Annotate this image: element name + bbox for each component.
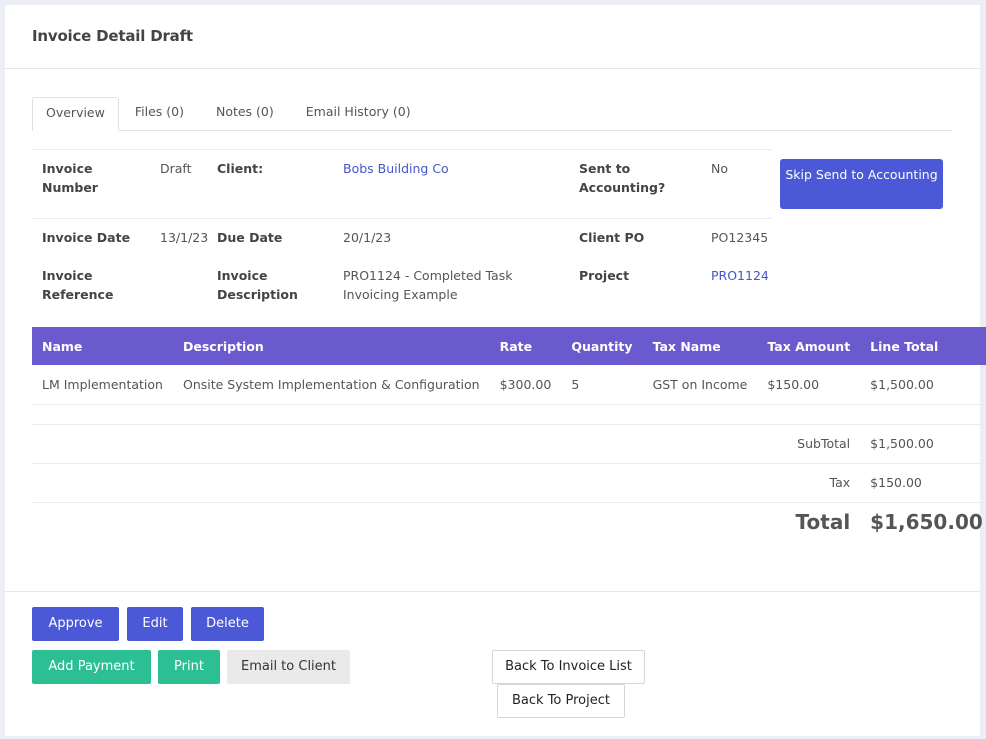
invoice-number-label: Invoice Number (42, 161, 98, 195)
invoice-card: Invoice Detail Draft Overview Files (0) … (5, 5, 986, 736)
project-link[interactable]: PRO1124 (711, 268, 769, 283)
invoice-date-label: Invoice Date (42, 230, 131, 245)
line-description: Onsite System Implementation & Configura… (172, 365, 490, 405)
edit-button[interactable]: Edit (127, 607, 183, 641)
invoice-description-value: PRO1124 - Completed Task Invoicing Examp… (343, 268, 513, 302)
table-header-row: Name Description Rate Quantity Tax Name … (32, 327, 986, 365)
info-row: Invoice Number Draft Client: Bobs Buildi… (32, 149, 772, 218)
project-label: Project (579, 268, 630, 283)
info-row: Invoice Reference Invoice Description PR… (32, 257, 772, 317)
total-row: Total $1,650.00 (32, 502, 986, 542)
invoice-info-grid: Invoice Number Draft Client: Bobs Buildi… (32, 149, 772, 317)
line-tax-amount: $150.00 (757, 365, 861, 405)
column-header-line-total: Line Total (860, 327, 986, 365)
sent-to-accounting-value: No (711, 161, 728, 176)
subtotal-label: SubTotal (757, 424, 861, 464)
sent-to-accounting-label: Sent to Accounting? (579, 161, 666, 195)
table-row: LM Implementation Onsite System Implemen… (32, 365, 986, 405)
invoice-lines-table: Name Description Rate Quantity Tax Name … (32, 327, 986, 542)
card-header: Invoice Detail Draft (5, 5, 980, 69)
client-label: Client: (217, 161, 264, 176)
column-header-rate: Rate (489, 327, 562, 365)
action-footer: Approve Edit Delete Add Payment Print Em… (5, 591, 980, 736)
skip-send-to-accounting-button[interactable]: Skip Send to Accounting (780, 159, 943, 209)
print-button[interactable]: Print (158, 650, 220, 684)
due-date-value: 20/1/23 (343, 230, 392, 245)
page-title: Invoice Detail Draft (32, 27, 193, 45)
email-to-client-button[interactable]: Email to Client (227, 650, 350, 684)
back-to-invoice-list-button[interactable]: Back To Invoice List (492, 650, 645, 684)
tax-label: Tax (757, 463, 861, 503)
line-name: LM Implementation (32, 365, 173, 405)
line-rate: $300.00 (489, 365, 562, 405)
due-date-label: Due Date (217, 230, 283, 245)
spacer-row (32, 404, 986, 425)
invoice-description-label: Invoice Description (217, 268, 298, 302)
tax-row: Tax $150.00 (32, 463, 986, 503)
total-value: $1,650.00 (870, 510, 983, 535)
column-header-name: Name (32, 327, 173, 365)
tab-bar: Overview Files (0) Notes (0) Email Histo… (32, 97, 952, 131)
subtotal-row: SubTotal $1,500.00 (32, 424, 986, 464)
total-label: Total (795, 510, 851, 535)
invoice-date-value: 13/1/23 (160, 230, 209, 245)
tab-notes[interactable]: Notes (0) (215, 104, 274, 119)
column-header-tax-name: Tax Name (642, 327, 758, 365)
line-total: $1,500.00 (860, 365, 986, 405)
column-header-quantity: Quantity (561, 327, 643, 365)
line-quantity: 5 (561, 365, 643, 405)
tab-overview[interactable]: Overview (32, 97, 119, 131)
tab-files[interactable]: Files (0) (134, 104, 184, 119)
client-po-label: Client PO (579, 230, 645, 245)
invoice-reference-value (150, 257, 207, 317)
delete-button[interactable]: Delete (191, 607, 264, 641)
column-header-description: Description (172, 327, 490, 365)
client-link[interactable]: Bobs Building Co (343, 161, 449, 176)
invoice-reference-label: Invoice Reference (42, 268, 114, 302)
client-po-value: PO12345 (711, 230, 769, 245)
tab-email-history[interactable]: Email History (0) (305, 104, 411, 119)
invoice-number-value: Draft (160, 161, 192, 176)
subtotal-value: $1,500.00 (860, 424, 986, 464)
tax-value: $150.00 (860, 463, 986, 503)
add-payment-button[interactable]: Add Payment (32, 650, 151, 684)
column-header-tax-amount: Tax Amount (757, 327, 861, 365)
line-tax-name: GST on Income (642, 365, 758, 405)
info-row: Invoice Date 13/1/23 Due Date 20/1/23 Cl… (32, 218, 772, 257)
approve-button[interactable]: Approve (32, 607, 119, 641)
back-to-project-button[interactable]: Back To Project (497, 684, 625, 718)
